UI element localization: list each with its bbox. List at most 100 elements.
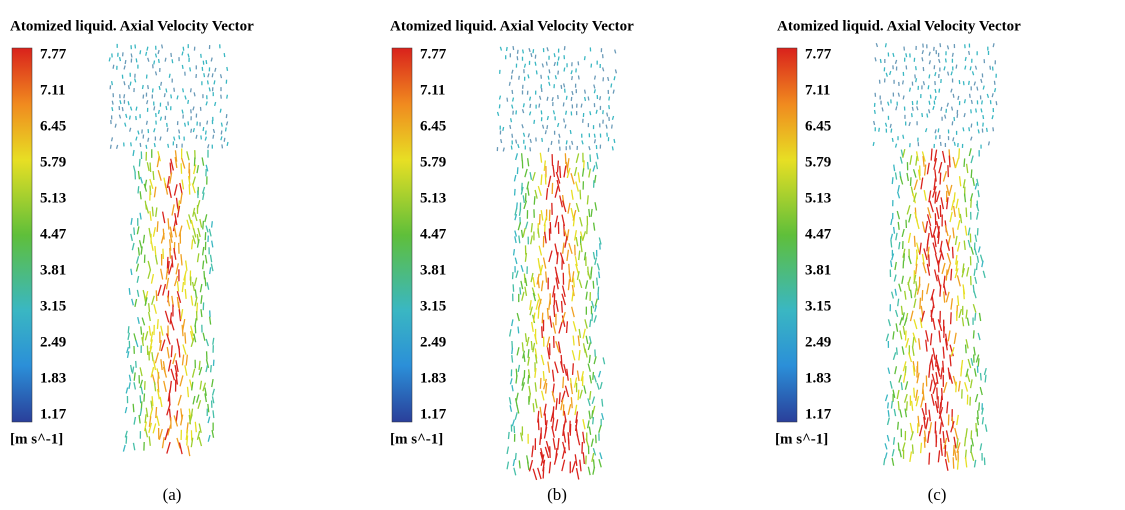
vector-arrow [559,361,565,374]
vector-arrow [167,424,172,436]
vector-arrow [146,162,150,172]
vector-arrow [518,75,520,80]
vector-arrow [965,368,969,378]
vector-arrow [158,428,163,440]
vector-arrow [172,219,177,232]
colorbar-tick-label: 7.11 [40,82,65,98]
vector-arrow [508,329,512,337]
vector-arrow [128,288,131,295]
vector-arrow [524,221,529,230]
vector-arrow [508,397,512,405]
vector-arrow [554,243,559,256]
vector-arrow [575,263,579,274]
vector-arrow [577,335,581,347]
vector-arrow [976,417,980,426]
vector-arrow [970,246,974,255]
vector-arrow [909,177,912,186]
vector-arrow [226,141,229,147]
vector-arrow [970,155,974,164]
vector-arrow [943,326,945,338]
vector-arrow [143,183,148,192]
vector-arrow [587,342,592,351]
vector-arrow [590,270,593,279]
vector-arrow [124,122,127,127]
vector-arrow [147,85,149,90]
vector-arrow [540,354,545,366]
vector-arrow [570,383,574,395]
colorbar-tick-label: 6.45 [420,118,446,134]
vector-arrow [915,78,918,83]
vector-arrow [944,58,947,63]
vector-arrow [909,289,913,299]
vector-arrow [952,137,955,142]
vector-arrow [915,281,918,291]
vector-arrow [950,88,953,93]
vector-arrow [154,245,157,257]
vector-arrow [890,260,893,268]
vector-arrow [921,382,925,394]
vector-arrow [908,87,912,92]
vector-arrow [980,108,983,113]
vector-arrow [573,230,577,241]
vector-arrow [586,420,590,429]
vector-arrow [912,336,915,347]
vector-arrow [908,213,912,223]
vector-arrow [208,228,212,237]
vector-arrow [129,81,132,86]
vector-arrow [166,295,171,307]
colorbar-tick-label: 3.15 [40,298,66,314]
vector-arrow [935,354,938,367]
vector-arrow [546,96,549,101]
vector-arrow [520,153,523,162]
vector-arrow [570,70,573,75]
vector-arrow [551,391,556,403]
vector-arrow [131,242,135,251]
vector-arrow [150,240,154,251]
vector-arrow [552,438,556,450]
vector-arrow [976,255,980,263]
vector-arrow [904,381,909,390]
vector-arrow [152,423,157,434]
vector-arrow [174,365,178,377]
vector-arrow [112,64,115,69]
vector-arrow [589,111,592,116]
vector-arrow [559,195,563,208]
vector-arrow [930,393,935,406]
vector-arrow [921,221,926,233]
vector-arrow [917,169,921,181]
vector-arrow [900,305,904,316]
vector-arrow [924,221,929,234]
vector-arrow [927,246,930,258]
vector-arrow [193,277,198,287]
vector-arrow [540,280,544,292]
vector-arrow [167,359,172,372]
vector-arrow [514,398,518,407]
vector-arrow [913,235,916,247]
vector-arrow [902,372,906,383]
vector-arrow [210,57,213,62]
vector-arrow [541,124,545,129]
vector-arrow [940,367,944,380]
vector-arrow [513,174,517,182]
vector-arrow [178,225,183,237]
vector-arrow [562,242,565,254]
vector-arrow [593,84,596,89]
vector-arrow [970,444,973,454]
vector-arrow [169,232,173,244]
vector-arrow [511,97,515,102]
vector-arrow [514,236,517,244]
vector-arrow [561,315,566,327]
vector-arrow [921,57,924,62]
colorbar-tick-label: 5.79 [40,154,66,170]
vector-arrow [219,108,222,113]
vector-arrow [170,345,173,358]
vector-arrow [542,370,545,382]
vector-arrow [598,459,602,468]
vector-arrow [500,138,503,144]
vector-arrow [587,466,591,476]
vector-arrow [511,69,514,74]
vector-arrow [202,220,205,230]
vector-arrow [964,225,968,236]
vector-arrow [170,158,175,171]
vector-arrow [138,240,143,249]
